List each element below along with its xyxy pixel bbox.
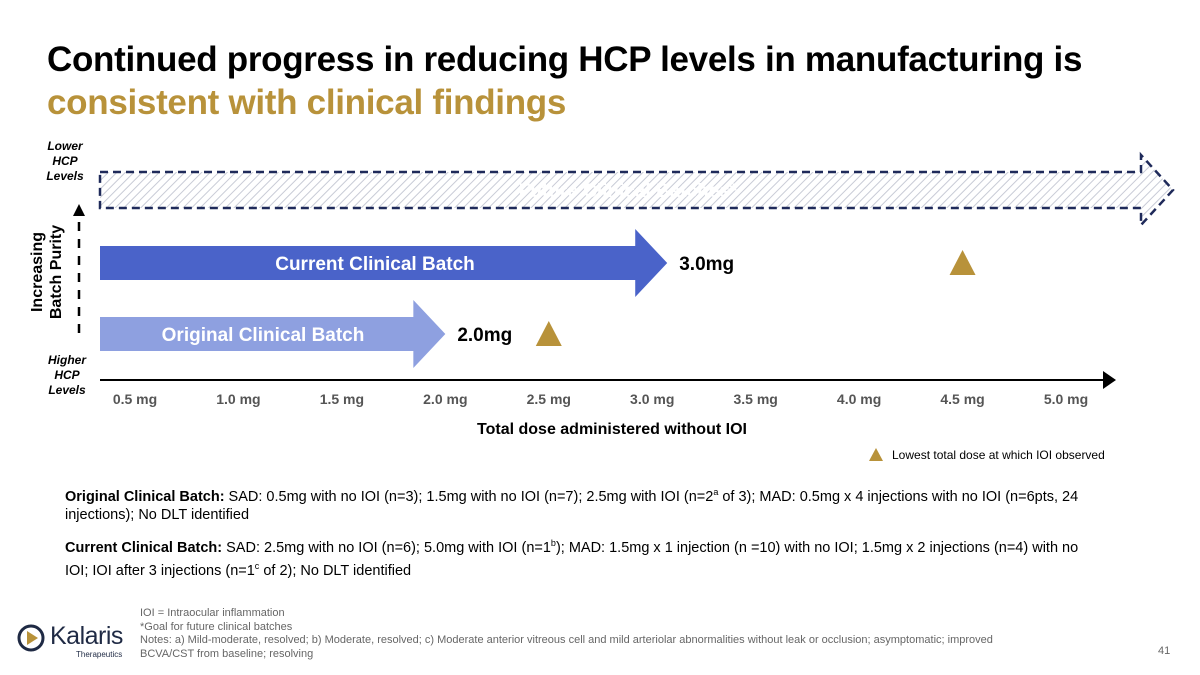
x-tick-label-4: 2.5 mg <box>527 391 571 407</box>
title-line-1: Continued progress in reducing HCP level… <box>47 40 1083 79</box>
x-tick-label-1: 1.0 mg <box>216 391 260 407</box>
x-axis-title: Total dose administered without IOI <box>477 421 747 438</box>
dose-chart: 0.5 mg 1.0 mg 1.5 mg 2.0 mg 2.5 mg 3.0 mg 3.5 … <box>29 139 1175 462</box>
y-bottom-label-0: Higher <box>48 353 87 367</box>
footnote-goal: *Goal for future clinical batches <box>140 620 293 633</box>
slide-title: Continued progress in reducing HCP level… <box>47 38 1082 124</box>
original-note-text-2: of 3); MAD: 0.5mg x 4 injections with no… <box>65 488 1079 523</box>
x-tick-label-5: 3.0 mg <box>630 391 674 407</box>
footnote-notes: Notes: a) Mild-moderate, resolved; b) Mo… <box>140 634 993 660</box>
ioi-marker-current-clinical-batch <box>949 250 976 275</box>
y-bottom-label-1: HCP <box>54 368 80 382</box>
logo-sub: Therapeutics <box>76 650 123 659</box>
bar-current-clinical-batch <box>100 229 668 297</box>
original-note-sup: a <box>713 487 719 497</box>
bar-original-clinical-batch <box>100 300 446 368</box>
x-tick-label-9: 5.0 mg <box>1044 391 1088 407</box>
x-tick-label-2: 1.5 mg <box>320 391 364 407</box>
x-tick-label-7: 4.0 mg <box>837 391 881 407</box>
original-note-text-1: SAD: 0.5mg with no IOI (n=3); 1.5mg with… <box>224 488 714 505</box>
dose-label-original-clinical-batch: 2.0mg <box>457 325 512 346</box>
bar-label-current-clinical-batch: Current Clinical Batch <box>275 254 475 275</box>
logo-word: Kalaris <box>50 622 123 650</box>
original-note-head: Original Clinical Batch: <box>65 488 225 505</box>
company-logo: Kalaris Therapeutics <box>16 622 126 662</box>
bar-label-original-clinical-batch: Original Clinical Batch <box>162 325 365 346</box>
current-batch-note: Current Clinical Batch: SAD: 2.5mg with … <box>65 534 1095 580</box>
current-note-text-3: of 2); No DLT identified <box>259 562 412 579</box>
original-batch-note: Original Clinical Batch: SAD: 0.5mg with… <box>65 483 1095 524</box>
x-tick-label-8: 4.5 mg <box>940 391 984 407</box>
y-axis-arrow-icon <box>73 204 85 216</box>
ioi-marker-original-clinical-batch <box>535 321 562 346</box>
y-bottom-label-2: Levels <box>48 383 86 397</box>
x-tick-label-6: 3.5 mg <box>733 391 777 407</box>
logo-mark-icon <box>17 624 45 652</box>
bar-label-future-clinical-batches: Future Clinical Batches* <box>519 181 738 202</box>
current-note-sup-2: c <box>254 560 260 571</box>
y-top-label-0: Lower <box>47 139 84 153</box>
x-axis-arrow-icon <box>1103 371 1116 389</box>
legend-label: Lowest total dose at which IOI observed <box>892 448 1105 462</box>
current-note-head: Current Clinical Batch: <box>65 539 223 556</box>
footnote-ioi: IOI = Intraocular inflammation <box>140 607 285 619</box>
x-tick-label-3: 2.0 mg <box>423 391 467 407</box>
x-tick-label-0: 0.5 mg <box>113 391 157 407</box>
page-number: 41 <box>1158 645 1171 657</box>
y-axis-title-line-2: Batch Purity <box>48 225 65 319</box>
y-top-label-1: HCP <box>52 154 78 168</box>
legend-triangle-icon <box>869 448 883 461</box>
y-axis-title-line-1: Increasing <box>29 232 46 312</box>
current-note-text-2: ); MAD: 1.5mg x 1 injection (n =10) with… <box>65 539 1079 579</box>
dose-label-current-clinical-batch: 3.0mg <box>679 254 734 275</box>
current-note-sup-1: b <box>550 538 556 548</box>
bar-future-clinical-batches <box>98 151 1175 229</box>
current-note-text-1: SAD: 2.5mg with no IOI (n=6); 5.0mg with… <box>222 539 551 556</box>
y-top-label-2: Levels <box>46 169 84 183</box>
title-line-2: consistent with clinical findings <box>47 83 567 122</box>
footnotes: IOI = Intraocular inflammation *Goal for… <box>140 607 1020 661</box>
